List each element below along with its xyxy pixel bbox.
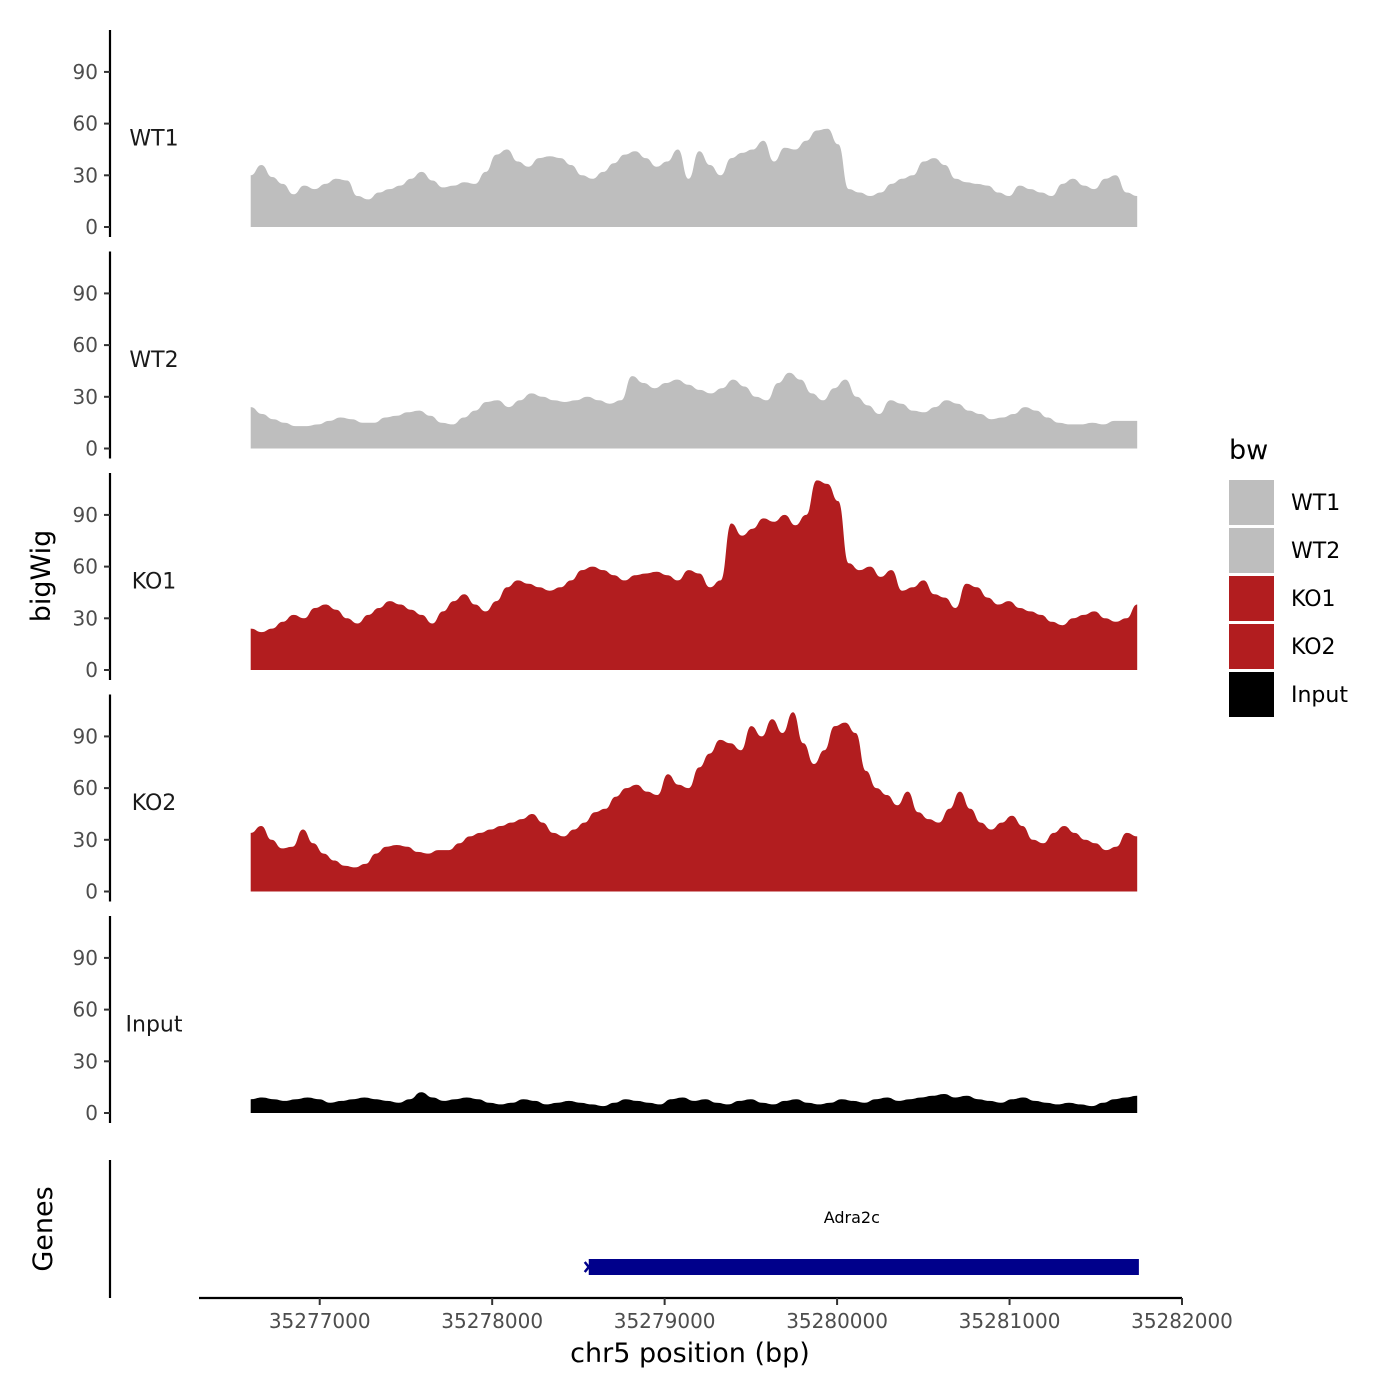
y-tick-label: 30 [73,1049,98,1073]
y-tick-label: 0 [85,1101,98,1125]
legend: bw WT1 WT2 KO1 KO2 Input [1229,435,1348,717]
y-tick-label: 60 [73,555,98,579]
y-tick-label: 0 [85,658,98,682]
legend-swatch [1229,528,1274,573]
track-label: WT2 [129,348,178,373]
legend-label: WT2 [1291,539,1340,564]
track-wt1: 0 30 60 90 WT1 [73,30,1138,239]
signal-area-wt2 [251,373,1137,449]
legend-swatch [1229,624,1274,669]
y-tick-label: 30 [73,163,98,187]
legend-title: bw [1229,435,1268,466]
legend-item-ko1: KO1 [1229,576,1336,621]
y-tick-label: 60 [73,333,98,357]
x-tick-label: 35280000 [786,1309,888,1333]
x-tick-label: 35279000 [614,1309,716,1333]
y-tick-label: 90 [73,503,98,527]
y-tick-label: 90 [73,60,98,84]
track-ko1: 0 30 60 90 KO1 [73,473,1138,682]
y-tick-label: 30 [73,606,98,630]
track-wt2: 0 30 60 90 WT2 [73,252,1138,461]
track-label: KO2 [132,791,177,816]
gene-track: Genes Adra2c [28,1160,1139,1298]
y-tick-label: 90 [73,724,98,748]
x-tick-label: 35277000 [269,1309,371,1333]
legend-label: WT1 [1291,491,1340,516]
signal-area-ko1 [251,480,1137,670]
signal-area-wt1 [251,129,1137,227]
legend-label: Input [1291,683,1348,708]
legend-swatch [1229,576,1274,621]
x-tick-label: 35278000 [441,1309,543,1333]
track-panels: 0 30 60 90 WT1 0 30 60 90 WT2 0 30 60 90 KO1 0 30 60 90 KO2… [73,30,1138,1125]
y-tick-label: 30 [73,828,98,852]
legend-item-wt2: WT2 [1229,528,1340,573]
legend-swatch [1229,672,1274,717]
y-tick-label: 0 [85,215,98,239]
chart: 0 30 60 90 WT1 0 30 60 90 WT2 0 30 60 90 KO1 0 30 60 90 KO2… [0,0,1400,1400]
legend-swatch [1229,480,1274,525]
y-tick-label: 0 [85,880,98,904]
gene-label: Adra2c [824,1208,880,1227]
y-tick-label: 90 [73,281,98,305]
x-tick-label: 35281000 [959,1309,1061,1333]
legend-label: KO1 [1291,587,1336,612]
y-tick-label: 0 [85,437,98,461]
x-axis-title: chr5 position (bp) [570,1338,810,1369]
gene-body [589,1259,1139,1275]
x-tick-label: 35282000 [1131,1309,1233,1333]
legend-item-ko2: KO2 [1229,624,1336,669]
legend-item-wt1: WT1 [1229,480,1340,525]
y-tick-label: 30 [73,385,98,409]
track-input: 0 30 60 90 Input [73,916,1138,1125]
legend-item-input: Input [1229,672,1348,717]
track-ko2: 0 30 60 90 KO2 [73,695,1138,904]
y-tick-label: 90 [73,946,98,970]
legend-label: KO2 [1291,635,1336,660]
track-label: Input [126,1012,183,1037]
track-label: WT1 [129,126,178,151]
y-axis-title: bigWig [26,530,57,623]
y-tick-label: 60 [73,998,98,1022]
y-tick-label: 60 [73,776,98,800]
y-tick-label: 60 [73,112,98,136]
track-label: KO1 [132,569,177,594]
signal-area-input [251,1092,1137,1113]
gene-adra2c: Adra2c [585,1208,1139,1275]
signal-area-ko2 [251,712,1137,891]
x-axis: 35277000 35278000 35279000 35280000 35281000… [199,1298,1233,1333]
gene-track-label: Genes [28,1186,59,1271]
